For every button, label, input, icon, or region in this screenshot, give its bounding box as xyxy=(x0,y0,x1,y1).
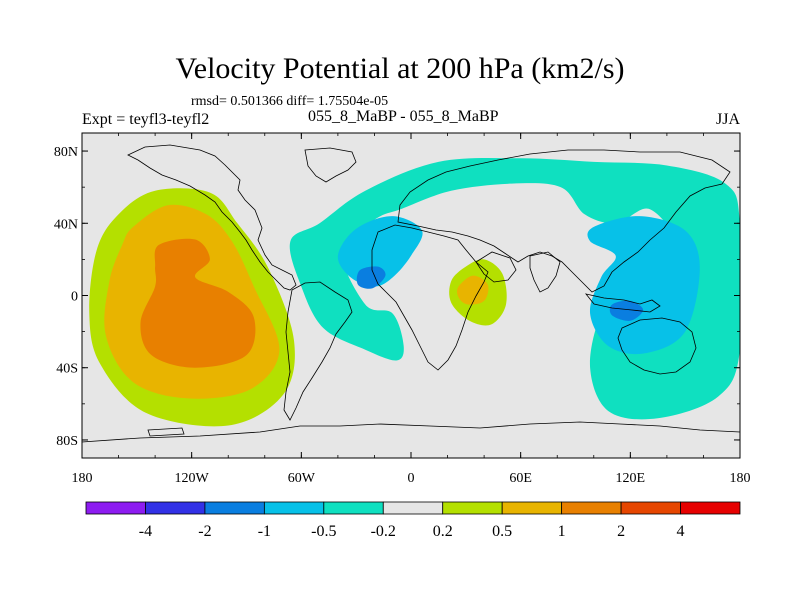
coastline-greenland xyxy=(304,147,357,183)
coastline-group xyxy=(82,144,740,443)
x-tick-label: 120W xyxy=(175,471,210,486)
colorbar-swatch xyxy=(263,501,325,515)
coastline-arabia xyxy=(475,251,517,283)
colorbar-swatch xyxy=(382,501,444,515)
colorbar-label: -2 xyxy=(198,523,211,540)
x-tick-label: 180 xyxy=(730,471,751,486)
x-tick-label: 60W xyxy=(288,471,316,486)
contour-eurasia-negative-level--0.5 xyxy=(337,216,423,287)
coastline-indonesia xyxy=(584,293,661,313)
coastline-north-america xyxy=(127,144,297,291)
colorbar: -4 -2 -1 -0.5 -0.2 0.2 0.5 1 2 4 xyxy=(85,501,741,540)
colorbar-swatch xyxy=(561,501,622,515)
contour-eurasia-negative-level--0.2 xyxy=(289,158,740,420)
coastline-eurasia xyxy=(397,149,731,293)
colorbar-label: 2 xyxy=(617,523,625,540)
colorbar-swatch xyxy=(323,501,384,515)
colorbar-swatch xyxy=(145,501,206,515)
season-label: JJA xyxy=(716,111,741,128)
colorbar-label: 1 xyxy=(558,523,566,540)
experiment-label: Expt = teyfl3-teyfl2 xyxy=(82,111,210,128)
coastline-australia xyxy=(617,317,697,375)
colorbar-swatch xyxy=(442,501,503,515)
colorbar-label: 0.2 xyxy=(433,523,453,540)
colorbar-swatch xyxy=(620,501,681,515)
x-tick-label: 0 xyxy=(408,471,415,486)
y-tick-label: 80N xyxy=(54,145,78,160)
contour-pacific-positive-level-1 xyxy=(140,238,256,368)
contour-africa-positive-level-0.5 xyxy=(457,275,489,305)
colorbar-label: -0.2 xyxy=(371,523,396,540)
coastline-antarctica xyxy=(82,421,740,443)
stats-text: rmsd= 0.501366 diff= 1.75504e-05 xyxy=(191,94,389,109)
y-axis: 80N 40N 0 40S 80S xyxy=(54,145,740,449)
colorbar-label: -0.5 xyxy=(311,523,336,540)
x-tick-label: 120E xyxy=(616,471,646,486)
colorbar-label: -4 xyxy=(139,523,152,540)
colorbar-label: -1 xyxy=(258,523,271,540)
x-tick-label: 180 xyxy=(72,471,93,486)
x-axis: 180 120W 60W 0 60E 120E 180 xyxy=(72,133,751,486)
y-tick-label: 0 xyxy=(71,290,78,305)
colorbar-swatch xyxy=(85,501,146,515)
x-tick-label: 60E xyxy=(509,471,532,486)
y-tick-label: 40S xyxy=(56,362,78,377)
coastline-south-america xyxy=(283,281,353,421)
chart-title: Velocity Potential at 200 hPa (km2/s) xyxy=(175,52,625,85)
y-tick-label: 80S xyxy=(56,434,78,449)
coastline-india xyxy=(529,251,561,293)
contour-eurasia-negative-level--1 xyxy=(356,266,386,289)
colorbar-swatch xyxy=(204,501,265,515)
contour-eurasia-negative-level--1 xyxy=(609,300,644,321)
colorbar-swatch xyxy=(501,501,563,515)
contour-eurasia-negative-level--0.5 xyxy=(587,216,700,355)
case-names: 055_8_MaBP - 055_8_MaBP xyxy=(308,108,499,125)
coastline-africa xyxy=(371,224,489,371)
colorbar-label: 4 xyxy=(677,523,685,540)
y-tick-label: 40N xyxy=(54,217,78,232)
colorbar-swatch xyxy=(680,501,741,515)
coastline-antarctic-island xyxy=(147,427,185,437)
colorbar-label: 0.5 xyxy=(492,523,512,540)
